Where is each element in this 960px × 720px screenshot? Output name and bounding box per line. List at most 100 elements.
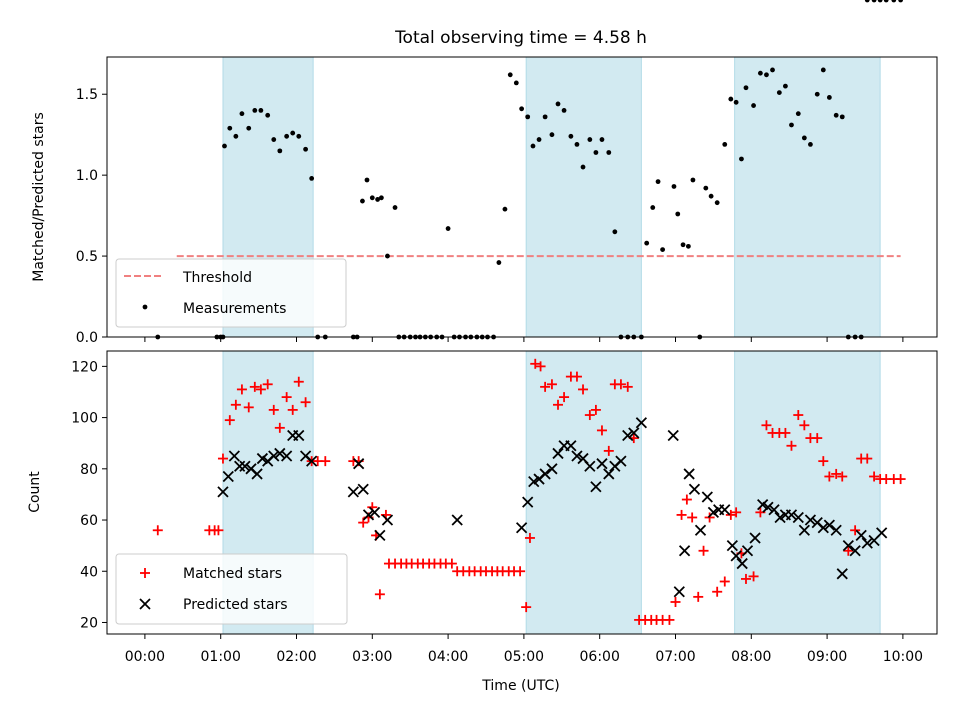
matched-star-point (596, 425, 607, 436)
measurement-point (728, 96, 734, 102)
bottom-y-tick-label: 20 (80, 615, 98, 631)
x-tick-label: 01:00 (201, 649, 241, 665)
matched-star-point (681, 494, 692, 505)
top-shaded-interval (525, 56, 642, 338)
measurement-point (789, 122, 794, 128)
matched-star-point (320, 456, 331, 467)
bottom-legend: Matched stars Predicted stars (115, 553, 348, 625)
bottom-y-tick-label: 40 (80, 564, 98, 580)
measurement-point (502, 206, 508, 212)
predicted-star-point (830, 524, 842, 536)
measurement-point (519, 106, 525, 112)
matched-star-point (603, 445, 614, 456)
predicted-star-point (217, 486, 229, 498)
matched-star-point (725, 509, 736, 520)
measurement-point (375, 197, 381, 202)
predicted-star-point (861, 537, 873, 549)
measurement-point (898, 0, 904, 3)
measurement-point (820, 67, 826, 73)
measurement-point (685, 243, 691, 249)
top-shaded-intervals (222, 56, 881, 338)
matched-star-point (287, 404, 298, 415)
measurement-point (871, 0, 877, 3)
top-y-axis-label: Matched/Predicted stars (31, 112, 47, 282)
predicted-star-point (823, 519, 836, 531)
measurement-point (549, 132, 555, 138)
matched-star-point (224, 415, 235, 426)
bottom-panel: 20 40 60 80 100 120 00:00 01:00 02:00 03:00 04:00… (27, 350, 938, 694)
legend-measurements-label: Measurements (183, 301, 286, 317)
measurement-point (722, 141, 728, 147)
measurement-point (555, 101, 561, 107)
measurement-point (227, 125, 233, 131)
predicted-star-point (347, 486, 359, 498)
measurement-point (284, 133, 290, 139)
x-tick-label: 04:00 (428, 649, 468, 665)
measurement-point (296, 133, 302, 139)
top-legend-box (115, 258, 347, 328)
matched-star-point (824, 471, 835, 482)
matched-star-point (818, 456, 829, 467)
predicted-star-point (584, 460, 596, 472)
top-y-ticks: 0.0 0.5 1.0 1.5 (76, 87, 107, 346)
predicted-star-point (730, 550, 742, 562)
predicted-star-point (798, 524, 810, 536)
predicted-star-point (515, 522, 528, 534)
predicted-star-point (522, 496, 534, 508)
measurement-point (801, 135, 807, 141)
matched-star-point (664, 614, 675, 625)
predicted-star-point (274, 447, 286, 460)
predicted-star-point (268, 450, 280, 462)
matched-star-point (693, 591, 704, 602)
top-axes-frame (106, 56, 938, 338)
matched-star-point (584, 410, 595, 421)
predicted-star-point (546, 463, 558, 475)
predicted-star-point (374, 529, 386, 542)
top-legend: Threshold Measurements (115, 258, 347, 328)
matched-star-point (590, 404, 601, 415)
measurement-point (507, 72, 513, 78)
measurement-point (703, 185, 709, 191)
predicted-star-point (683, 468, 695, 480)
measurement-point (795, 111, 801, 117)
measurement-point (252, 108, 258, 113)
matched-star-point (761, 420, 772, 431)
legend-predicted-swatch (139, 598, 151, 610)
measurement-point (530, 143, 536, 149)
matched-star-point (850, 525, 861, 536)
matched-star-point (553, 399, 564, 410)
measurement-point (757, 70, 763, 76)
measurement-point (496, 260, 502, 265)
predicted-star-point (635, 417, 648, 429)
predicted-star-point (539, 468, 551, 480)
bottom-y-tick-label: 80 (80, 462, 98, 478)
predicted-star-point (785, 509, 798, 521)
predicted-star-point (741, 545, 754, 557)
predicted-star-point (622, 429, 634, 442)
predicted-star-point (749, 532, 761, 544)
measurement-point (764, 72, 769, 78)
measurement-point (751, 103, 756, 108)
predicted-star-point (571, 450, 583, 462)
measurement-point (680, 242, 686, 248)
measurement-point (690, 177, 696, 183)
matched-star-point (559, 392, 570, 403)
predicted-star-point (239, 460, 251, 472)
predicted-star-point (353, 458, 365, 470)
matched-star-point (780, 427, 791, 438)
predicted-star-point (817, 522, 829, 534)
matched-star-point (812, 433, 823, 444)
measurement-point (542, 114, 548, 120)
matched-star-point (262, 379, 273, 390)
legend-threshold-label: Threshold (182, 270, 252, 286)
predicted-star-point (678, 545, 691, 557)
measurement-point (258, 108, 264, 113)
measurement-point (246, 125, 252, 131)
matched-star-point (862, 453, 873, 464)
predicted-star-point (552, 447, 564, 460)
predicted-stars-points (217, 417, 888, 598)
measurement-point (561, 108, 567, 113)
top-panel: 0.0 0.5 1.0 1.5 Total observing time = 4.58… (31, 0, 938, 346)
predicted-star-point (357, 483, 369, 495)
